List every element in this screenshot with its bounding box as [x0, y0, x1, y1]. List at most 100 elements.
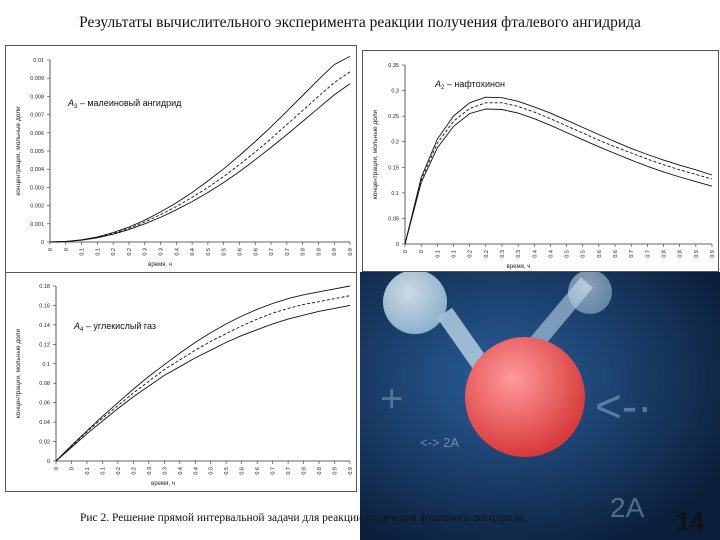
y-tick-label: 0.003	[30, 185, 44, 191]
x-tick-label: 0.7	[286, 467, 292, 475]
x-tick-label: 0.4	[193, 467, 199, 475]
chart-svg-naphthoquinone: 0 0.05 0.1 0.15 0.2 0.25 0.3 0.35 0 0 0.1 0.1 0.2 0.2…	[372, 63, 716, 270]
x-tick-label: 0.2	[468, 250, 474, 258]
x-tick-label: 0.4	[178, 467, 184, 475]
series-line-3	[404, 108, 713, 245]
x-tick-label: 0.6	[255, 467, 261, 475]
x-tick-label: 0.5	[565, 250, 571, 258]
x-tick-label: 0.6	[253, 248, 259, 256]
x-tick-label: 0.4	[174, 248, 180, 256]
x-tick-label: 0	[48, 248, 54, 251]
y-tick-label: 0.004	[30, 167, 44, 173]
x-tick-label: 0.9	[694, 250, 700, 258]
x-tick-label: 0.4	[190, 248, 196, 256]
x-tick-label: 0.6	[240, 467, 246, 475]
x-tick-label: 0.1	[80, 248, 86, 256]
x-tick-label: 0.3	[162, 467, 168, 475]
y-tick-label: 0.001	[30, 222, 44, 228]
x-tick-label: 0.8	[662, 250, 668, 258]
x-tick-label: 0.1	[435, 250, 441, 258]
x-tick-label: 0.3	[147, 467, 153, 475]
series-line-2	[55, 295, 351, 462]
x-tick-label: 0	[419, 250, 425, 253]
x-tick-label: 0.6	[237, 248, 243, 256]
x-tick-label: 0.3	[500, 250, 506, 258]
x-tick-label: 0.2	[111, 248, 117, 256]
y-tick-label: 0	[41, 240, 44, 246]
series-line-1	[55, 285, 351, 462]
legend-annotation: A3 – малеиновый ангидрид	[67, 98, 182, 110]
svg-text:+: +	[380, 377, 403, 421]
molecule-background: <-· + <-> 2A 2A	[360, 272, 720, 540]
x-tick-label: 0.4	[548, 250, 554, 258]
x-tick-label: 0.8	[317, 467, 323, 475]
y-tick-label: 0.005	[30, 149, 44, 155]
chart-maleic-anhydride: 0 0.001 0.002 0.003 0.004 0.005 0.006 0.007 0.00…	[5, 45, 357, 274]
x-tick-label: 0	[54, 467, 60, 470]
y-tick-label: 0.01	[33, 58, 44, 64]
y-tick-label: 0.25	[388, 114, 399, 120]
y-tick-label: 0.04	[39, 420, 50, 426]
x-tick-label: 0.3	[516, 250, 522, 258]
x-tick-label: 0.9	[710, 250, 716, 258]
x-tick-label: 0.7	[629, 250, 635, 258]
chart-naphthoquinone: 0 0.05 0.1 0.15 0.2 0.25 0.3 0.35 0 0 0.1 0.1 0.2 0.2…	[362, 50, 719, 272]
y-tick-label: 0.2	[391, 140, 399, 146]
y-tick-label: 0.007	[30, 113, 44, 119]
x-tick-label: 0.5	[581, 250, 587, 258]
x-tick-label: 0.5	[224, 467, 230, 475]
x-tick-label: 0.2	[131, 467, 137, 475]
x-tick-label: 0.7	[269, 248, 275, 256]
x-tick-label: 0.5	[209, 467, 215, 475]
x-tick-label: 0.1	[95, 248, 101, 256]
y-tick-label: 0.18	[39, 284, 50, 290]
svg-text:<-·: <-·	[595, 380, 653, 432]
legend-annotation: A2 – нафтохинон	[434, 79, 505, 91]
y-axis-title: концентрации, мольные доли	[372, 110, 379, 200]
x-tick-label: 0.6	[597, 250, 603, 258]
page-number: 14	[676, 508, 704, 536]
y-tick-label: 0.1	[391, 191, 399, 197]
slide-title: Результаты вычислительного эксперимента …	[79, 14, 641, 31]
y-tick-label: 0.008	[30, 94, 44, 100]
x-tick-label: 0.1	[451, 250, 457, 258]
x-tick-label: 0.8	[678, 250, 684, 258]
series-line-2	[404, 102, 713, 245]
x-tick-label: 0	[403, 250, 409, 253]
chart-svg-maleic-anhydride: 0 0.001 0.002 0.003 0.004 0.005 0.006 0.007 0.00…	[15, 56, 354, 268]
x-tick-label: 0.2	[116, 467, 122, 475]
x-tick-label: 0	[64, 248, 70, 251]
series-line-2	[49, 71, 351, 243]
y-tick-label: 0.15	[388, 165, 399, 171]
x-tick-label: 0.2	[484, 250, 490, 258]
y-tick-label: 0.12	[39, 342, 50, 348]
y-tick-label: 0.06	[39, 401, 50, 407]
y-tick-label: 0.009	[30, 76, 44, 82]
x-tick-label: 0.8	[302, 467, 308, 475]
x-tick-label: 0.7	[271, 467, 277, 475]
x-tick-label: 0.4	[532, 250, 538, 258]
x-tick-label: 0.6	[613, 250, 619, 258]
x-tick-label: 0.3	[143, 248, 149, 256]
x-tick-label: 0.9	[348, 467, 354, 475]
y-tick-label: 0.35	[388, 63, 399, 69]
y-tick-label: 0.05	[388, 216, 399, 222]
x-tick-label: 0.9	[333, 467, 339, 475]
x-tick-label: 0.7	[285, 248, 291, 256]
x-axis-title: время, ч	[148, 262, 172, 268]
x-tick-label: 0.5	[206, 248, 212, 256]
x-tick-label: 0.7	[645, 250, 651, 258]
y-tick-label: 0.3	[391, 89, 399, 95]
y-tick-label: 0.002	[30, 204, 44, 210]
x-tick-label: 0.3	[159, 248, 165, 256]
y-tick-label: 0.08	[39, 381, 50, 387]
svg-text:2A: 2A	[610, 492, 645, 523]
y-tick-label: 0	[47, 459, 50, 465]
x-tick-label: 0.8	[316, 248, 322, 256]
x-tick-label: 0.1	[85, 467, 91, 475]
y-tick-label: 0.14	[39, 323, 50, 329]
x-tick-label: 0.9	[332, 248, 338, 256]
figure-caption: Рис 2. Решение прямой интервальной задач…	[80, 512, 527, 524]
y-tick-label: 0	[396, 242, 399, 248]
x-axis-title: время, ч	[151, 481, 175, 487]
